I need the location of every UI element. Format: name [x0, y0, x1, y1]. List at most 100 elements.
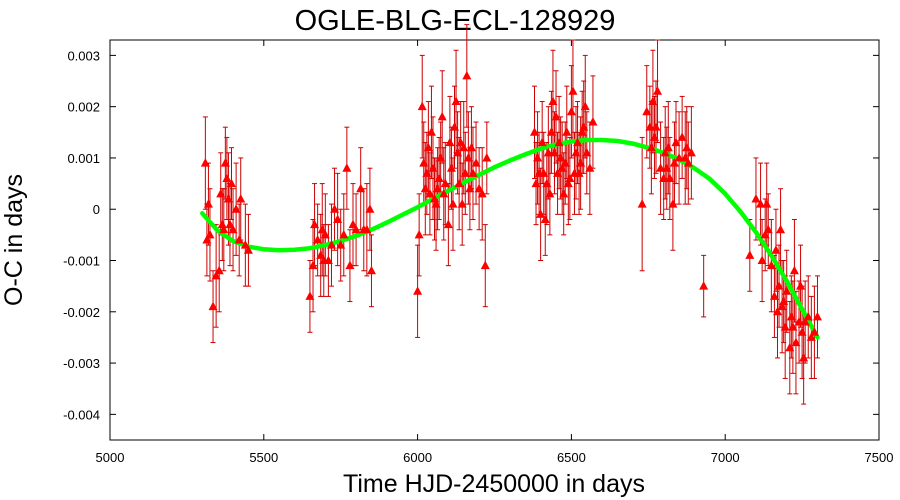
data-point: [665, 173, 675, 182]
data-point: [451, 96, 461, 106]
data-point: [543, 147, 553, 157]
data-point: [751, 193, 761, 203]
y-tick-label: 0.003: [67, 48, 100, 63]
data-point: [471, 158, 481, 167]
y-tick-label: -0.003: [63, 356, 100, 371]
y-tick-label: -0.004: [63, 407, 100, 422]
data-point: [228, 224, 238, 234]
data-point: [682, 142, 692, 152]
error-bars: [202, 24, 820, 405]
data-point: [577, 127, 587, 136]
data-point: [326, 240, 336, 249]
x-tick-label: 6000: [403, 450, 432, 465]
data-point: [227, 178, 237, 188]
x-tick-label: 6500: [557, 450, 586, 465]
y-tick-label: -0.002: [63, 305, 100, 320]
data-point: [566, 106, 576, 116]
data-point: [431, 199, 441, 208]
fit-curve: [200, 137, 820, 340]
data-point: [474, 183, 484, 193]
data-point: [582, 147, 592, 157]
data-point: [642, 106, 652, 116]
data-point: [537, 137, 547, 147]
data-point: [436, 152, 446, 162]
data-point: [445, 137, 455, 147]
data-point: [439, 188, 449, 198]
data-point: [422, 168, 432, 177]
data-point: [546, 127, 556, 136]
data-point: [656, 163, 666, 172]
data-point: [556, 152, 566, 162]
data-point: [799, 352, 809, 362]
data-point: [348, 219, 358, 229]
data-point: [568, 86, 578, 95]
data-point: [463, 152, 473, 162]
data-point: [222, 173, 232, 182]
data-point: [214, 265, 224, 275]
data-point: [776, 224, 786, 234]
data-point: [812, 311, 822, 321]
data-point: [551, 111, 561, 121]
data-point: [560, 158, 570, 167]
data-point: [533, 152, 543, 162]
data-point: [766, 260, 776, 270]
data-point: [219, 224, 229, 234]
data-point: [573, 137, 583, 147]
data-point: [574, 168, 584, 177]
data-point: [565, 173, 575, 182]
data-point: [669, 158, 679, 167]
data-point: [308, 260, 318, 270]
data-point: [466, 142, 476, 152]
data-point: [562, 127, 572, 136]
data-point: [554, 137, 564, 147]
data-point: [806, 332, 816, 341]
x-tick-label: 7500: [865, 450, 894, 465]
data-point: [579, 122, 589, 131]
data-point: [677, 132, 687, 141]
data-point: [208, 301, 218, 311]
data-point: [448, 199, 458, 208]
data-point: [803, 311, 813, 321]
data-point: [645, 122, 655, 131]
data-point: [699, 281, 709, 290]
data-point: [529, 127, 539, 136]
data-point: [789, 265, 799, 275]
data-point: [450, 122, 460, 131]
data-point: [588, 117, 598, 126]
data-point: [413, 286, 423, 295]
data-point: [465, 183, 475, 193]
data-point: [216, 188, 226, 198]
data-point: [336, 240, 346, 249]
data-point: [663, 142, 673, 152]
plot-frame: [109, 39, 880, 441]
data-point: [356, 183, 366, 193]
data-point: [454, 178, 464, 188]
data-point: [243, 245, 253, 254]
data-point: [351, 224, 361, 234]
data-point: [453, 147, 463, 157]
data-point: [420, 183, 430, 193]
data-point: [310, 219, 320, 229]
data-point: [659, 173, 669, 182]
y-tick-label: -0.001: [63, 254, 100, 269]
data-point: [786, 311, 796, 321]
data-point: [443, 219, 453, 229]
data-point: [536, 209, 546, 218]
data-point: [205, 229, 215, 239]
data-point: [200, 158, 210, 167]
data-point: [651, 122, 661, 131]
data-point: [674, 152, 684, 162]
data-point: [772, 306, 782, 316]
data-point: [662, 163, 672, 172]
x-tick-label: 7000: [711, 450, 740, 465]
data-point: [333, 214, 343, 223]
data-point: [414, 229, 424, 239]
y-tick-label: 0: [93, 202, 100, 217]
data-point: [668, 199, 678, 208]
data-point: [648, 96, 658, 106]
data-point: [548, 96, 558, 106]
data-point: [457, 199, 467, 208]
data-point: [217, 219, 227, 229]
data-point: [425, 188, 435, 198]
data-point: [366, 265, 376, 275]
